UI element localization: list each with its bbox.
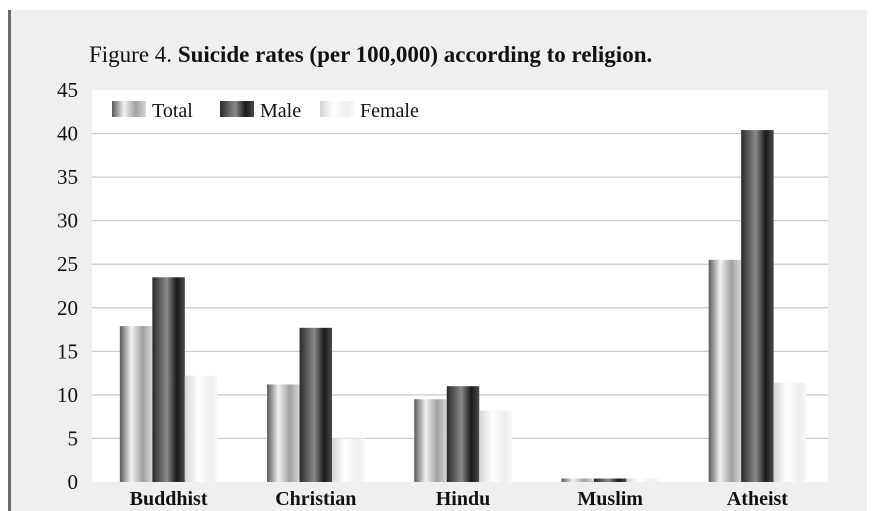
y-axis-ticks: 0 5 10 15 20 25 30 35 40 45 (57, 78, 78, 494)
y-tick-label: 20 (57, 296, 78, 320)
y-tick-label: 40 (57, 122, 78, 146)
bar-buddhist-total (119, 326, 153, 482)
bar-hindu-total (414, 399, 447, 482)
figure-heading: Suicide rates (per 100,000) according to… (177, 42, 653, 67)
legend-swatch-male (220, 101, 254, 117)
y-tick-label: 25 (57, 252, 78, 276)
bar-muslim-total (561, 478, 594, 482)
bar-hindu-female (479, 410, 512, 482)
legend-swatch-female (320, 101, 354, 117)
y-tick-label: 5 (68, 426, 79, 450)
x-category-label: Christian (275, 488, 356, 510)
y-tick-label: 35 (57, 165, 78, 189)
legend-label-female: Female (360, 100, 419, 122)
x-category-label: Hindu (436, 488, 490, 510)
bar-christian-male (299, 327, 333, 482)
y-tick-label: 45 (57, 78, 78, 102)
legend-label-total: Total (152, 100, 193, 122)
bar-buddhist-female (184, 375, 218, 482)
y-tick-label: 15 (57, 339, 78, 363)
bar-christian-total (267, 384, 300, 482)
bar-atheist-total (708, 259, 742, 482)
bar-atheist-male (741, 130, 774, 482)
bar-hindu-male (446, 386, 480, 482)
figure-label: Figure 4. (89, 42, 173, 67)
y-tick-label: 10 (57, 383, 78, 407)
figure-title: Figure 4. Suicide rates (per 100,000) ac… (89, 42, 652, 68)
x-category-label: Buddhist (130, 488, 208, 510)
x-axis-categories: Buddhist Christian Hindu Muslim Atheist (130, 488, 789, 510)
y-tick-label: 0 (68, 470, 79, 494)
y-tick-label: 30 (57, 209, 78, 233)
legend-swatch-total (112, 101, 146, 117)
x-category-label: Muslim (577, 488, 643, 510)
legend-label-male: Male (260, 100, 301, 122)
legend: Total Male Female (112, 100, 419, 122)
bar-buddhist-male (152, 277, 185, 482)
x-category-label: Atheist (727, 488, 788, 510)
bars (119, 130, 807, 482)
bar-muslim-male (593, 478, 627, 482)
bar-muslim-female (626, 478, 659, 482)
left-rule (8, 10, 11, 511)
bar-christian-female (332, 438, 365, 482)
bar-atheist-female (773, 382, 807, 482)
